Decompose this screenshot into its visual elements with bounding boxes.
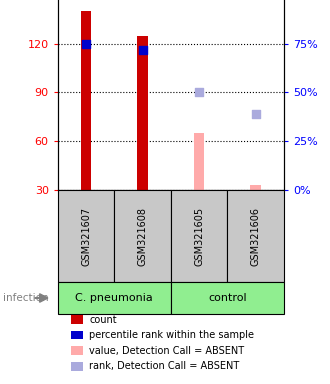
Point	[196, 89, 202, 96]
Point	[83, 41, 89, 47]
Text: GSM321606: GSM321606	[250, 207, 261, 265]
Bar	[137, 36, 148, 190]
Bar	[114, 190, 171, 282]
Text: GSM321605: GSM321605	[194, 207, 204, 266]
Bar	[58, 190, 114, 282]
Text: value, Detection Call = ABSENT: value, Detection Call = ABSENT	[89, 346, 244, 356]
Text: GSM321607: GSM321607	[81, 207, 91, 266]
Point	[253, 111, 258, 117]
Text: C. pneumonia: C. pneumonia	[75, 293, 153, 303]
Text: count: count	[89, 314, 117, 324]
Point	[140, 47, 145, 53]
Bar	[227, 190, 284, 282]
Bar	[171, 190, 227, 282]
Bar	[194, 133, 204, 190]
Bar	[171, 282, 284, 314]
Bar	[81, 11, 91, 190]
Bar	[250, 185, 261, 190]
Text: GSM321608: GSM321608	[138, 207, 148, 265]
Text: rank, Detection Call = ABSENT: rank, Detection Call = ABSENT	[89, 361, 239, 371]
Text: infection: infection	[3, 293, 49, 303]
Text: percentile rank within the sample: percentile rank within the sample	[89, 330, 254, 340]
Text: control: control	[208, 293, 247, 303]
Bar	[58, 282, 171, 314]
